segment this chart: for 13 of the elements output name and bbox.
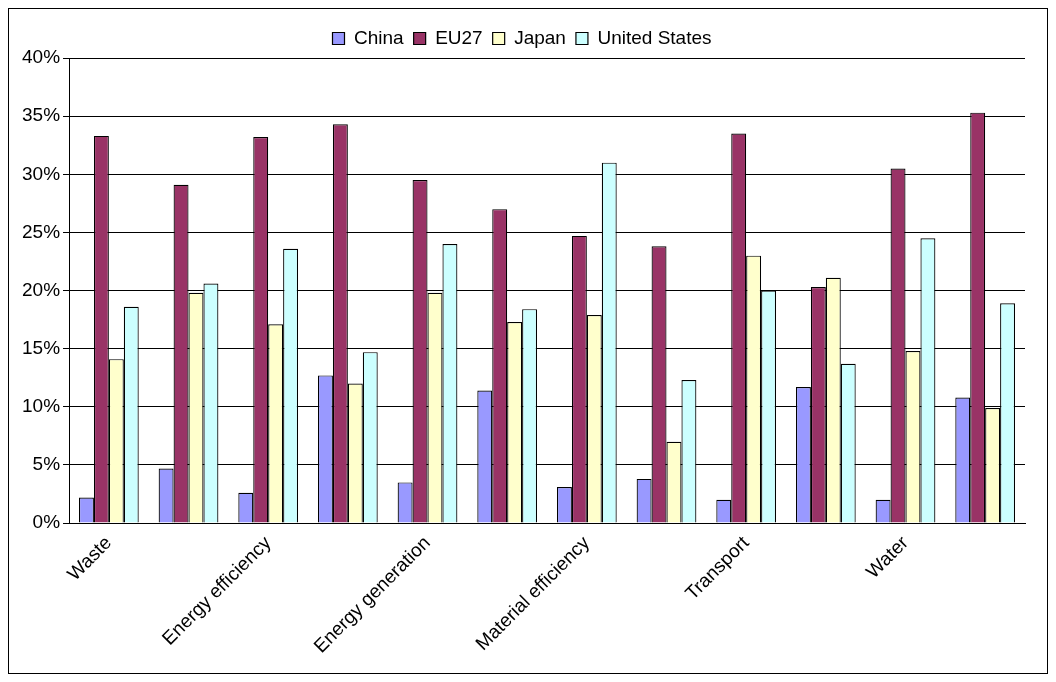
y-tick-label: 20% xyxy=(22,278,61,300)
y-tick-label: 0% xyxy=(32,511,61,533)
legend-label: China xyxy=(354,26,405,48)
legend-label: Japan xyxy=(514,26,566,48)
y-tick-label: 40% xyxy=(22,46,61,68)
legend-label: EU27 xyxy=(435,26,483,48)
y-tick-label: 5% xyxy=(32,453,61,475)
y-tick-label: 30% xyxy=(22,162,61,184)
legend-label: United States xyxy=(597,26,712,48)
y-tick-label: 35% xyxy=(22,104,61,126)
y-tick-label: 10% xyxy=(22,395,61,417)
y-tick-label: 25% xyxy=(22,220,61,242)
y-tick-label: 15% xyxy=(22,336,61,358)
